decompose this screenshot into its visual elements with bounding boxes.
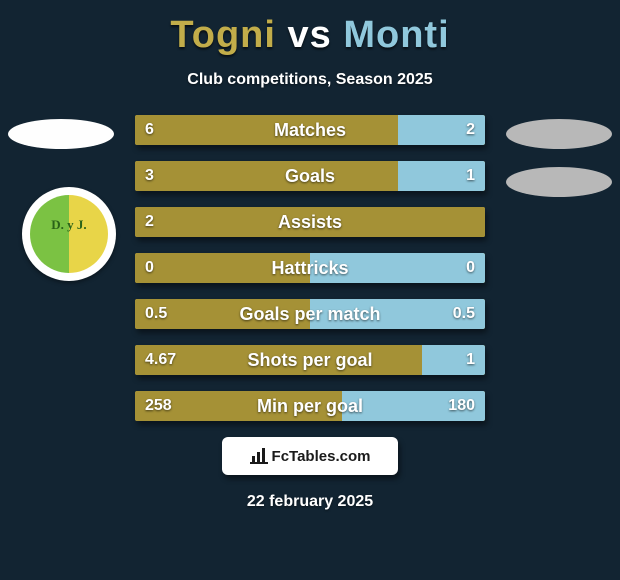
stat-value-b: 1 — [466, 161, 475, 191]
crest-half-yellow — [69, 195, 108, 273]
stat-value-b: 0 — [466, 253, 475, 283]
crest-half-green — [30, 195, 69, 273]
infographic-root: Togni vs Monti Club competitions, Season… — [0, 0, 620, 580]
brand-chart-icon — [250, 448, 268, 464]
title-player-a: Togni — [170, 14, 276, 56]
brand-text: FcTables.com — [272, 448, 371, 465]
stat-label: Shots per goal — [135, 345, 485, 375]
crest-inner: D. y J. — [30, 195, 108, 273]
stat-row: Goals per match0.5 0.5 — [135, 299, 485, 329]
player-a-badge-ellipse — [8, 119, 114, 149]
stat-row: Hattricks0 0 — [135, 253, 485, 283]
stat-value-a: 258 — [145, 391, 172, 421]
stat-value-a: 0 — [145, 253, 154, 283]
stat-value-b: 180 — [448, 391, 475, 421]
crest-text: D. y J. — [30, 217, 108, 233]
stat-row: Goals3 1 — [135, 161, 485, 191]
stat-label: Assists — [135, 207, 485, 237]
stat-value-a: 3 — [145, 161, 154, 191]
subtitle: Club competitions, Season 2025 — [0, 71, 620, 89]
stat-row: Assists2 — [135, 207, 485, 237]
stat-row: Matches6 2 — [135, 115, 485, 145]
page-title: Togni vs Monti — [0, 14, 620, 57]
stat-label: Matches — [135, 115, 485, 145]
player-b-badge-ellipse-2 — [506, 167, 612, 197]
stat-label: Goals per match — [135, 299, 485, 329]
stat-label: Hattricks — [135, 253, 485, 283]
stat-value-a: 0.5 — [145, 299, 167, 329]
title-player-b: Monti — [343, 14, 449, 56]
chart-area: D. y J. Matches62Goals31Assists2Hattrick… — [0, 115, 620, 421]
stat-row: Shots per goal4.67 1 — [135, 345, 485, 375]
player-b-badge-ellipse-1 — [506, 119, 612, 149]
stat-value-a: 4.67 — [145, 345, 176, 375]
stat-value-b: 0.5 — [453, 299, 475, 329]
stat-value-b: 1 — [466, 345, 475, 375]
stat-value-b: 2 — [466, 115, 475, 145]
club-crest: D. y J. — [22, 187, 116, 281]
title-vs: vs — [288, 14, 332, 56]
stat-rows: Matches62Goals31Assists2Hattricks00Goals… — [135, 115, 485, 421]
stat-label: Min per goal — [135, 391, 485, 421]
stat-label: Goals — [135, 161, 485, 191]
stat-row: Min per goal258 180 — [135, 391, 485, 421]
stat-value-a: 6 — [145, 115, 154, 145]
date-line: 22 february 2025 — [0, 493, 620, 511]
stat-value-a: 2 — [145, 207, 154, 237]
brand-pill[interactable]: FcTables.com — [222, 437, 398, 475]
